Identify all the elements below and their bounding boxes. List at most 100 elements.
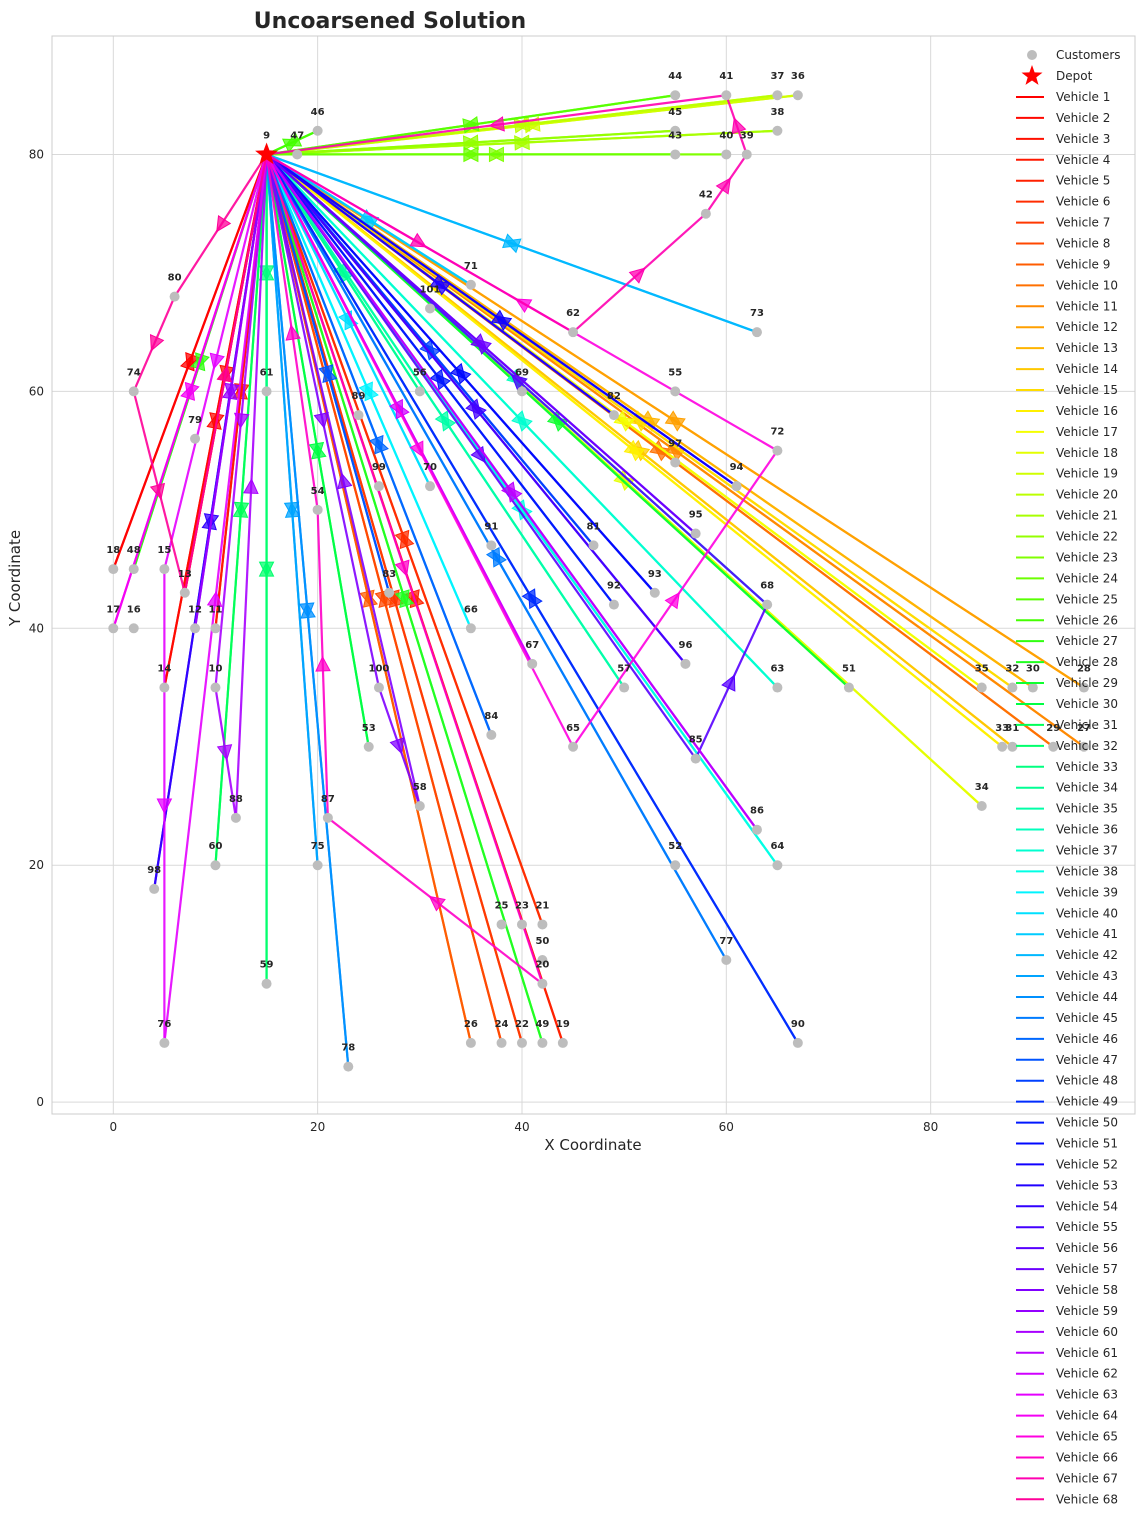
route-arrow (216, 744, 233, 761)
customer-point (792, 90, 803, 101)
route-arrow (322, 365, 338, 383)
route-arrow (475, 338, 492, 355)
customer-point (261, 386, 272, 397)
customer-point (465, 279, 476, 290)
customer-point (751, 824, 762, 835)
legend-customers-label: Customers (1056, 48, 1121, 62)
route-arrow (206, 590, 223, 608)
legend-depot-label: Depot (1056, 69, 1093, 83)
customer-label: 28 (1077, 664, 1091, 675)
customer-label: 52 (668, 841, 682, 852)
route-arrow (399, 590, 415, 609)
customer-point (312, 125, 323, 136)
legend-label: Vehicle 65 (1056, 1430, 1118, 1444)
customer-label: 40 (719, 130, 733, 141)
legend-label: Vehicle 37 (1056, 843, 1118, 857)
customer-point (363, 741, 374, 752)
legend-label: Vehicle 62 (1056, 1367, 1118, 1381)
customer-point (772, 682, 783, 693)
route-arrow (462, 146, 479, 163)
legend-label: Vehicle 33 (1056, 760, 1118, 774)
legend-label: Vehicle 24 (1056, 571, 1118, 585)
customer-point (496, 919, 507, 930)
legend-label: Vehicle 31 (1056, 718, 1118, 732)
route-arrow (221, 383, 238, 400)
customer-label: 16 (127, 604, 141, 615)
customer-point (619, 682, 630, 693)
axes-frame (51, 35, 1136, 1115)
route-arrow (258, 560, 275, 577)
customer-label: 39 (740, 130, 754, 141)
route-arrow (492, 550, 507, 568)
vehicle-routes (112, 94, 1085, 1067)
y-tick-label: 60 (29, 384, 44, 398)
route-arrow (232, 501, 249, 518)
customer-label: 17 (106, 604, 120, 615)
customer-label: 22 (515, 1019, 529, 1030)
legend-label: Vehicle 43 (1056, 969, 1118, 983)
route-arrow (300, 602, 316, 619)
customer-point (568, 327, 579, 338)
customer-label: 100 (369, 664, 390, 675)
legend-label: Vehicle 18 (1056, 446, 1118, 460)
legend-label: Vehicle 42 (1056, 948, 1118, 962)
route-arrow (156, 798, 173, 815)
legend-label: Vehicle 13 (1056, 341, 1118, 355)
customer-point (670, 90, 681, 101)
x-axis-label: X Coordinate (544, 1136, 641, 1154)
customer-label: 67 (525, 640, 539, 651)
customer-point (1078, 682, 1089, 693)
legend-depot-marker (1021, 65, 1043, 85)
vehicle-route (266, 153, 758, 334)
customer-label: 53 (362, 723, 376, 734)
customer-label: 48 (127, 545, 141, 556)
vehicle-route (258, 154, 275, 392)
customer-point (537, 1037, 548, 1048)
customer-point (976, 682, 987, 693)
legend-label: Vehicle 67 (1056, 1471, 1118, 1485)
customer-label: 29 (1046, 723, 1060, 734)
route-arrow (285, 324, 301, 341)
customer-point (179, 587, 190, 598)
route-arrow (617, 416, 635, 432)
x-tick-label: 60 (719, 1120, 734, 1134)
route-arrow (528, 591, 543, 610)
route-arrow (209, 352, 225, 370)
chart-title: Uncoarsened Solution (254, 9, 526, 34)
customer-point (772, 860, 783, 871)
customer-point (159, 682, 170, 693)
customer-points (108, 90, 1089, 1072)
customer-point (373, 682, 384, 693)
depot-label: 9 (263, 130, 270, 141)
customer-point (312, 504, 323, 515)
vehicle-route (112, 154, 268, 629)
legend-label: Vehicle 12 (1056, 320, 1118, 334)
customer-label: 81 (587, 521, 601, 532)
vehicle-route (265, 153, 615, 416)
vehicle-route (266, 94, 748, 334)
route-arrow (361, 215, 380, 231)
x-tick-label: 0 (109, 1120, 117, 1134)
customer-point (425, 303, 436, 314)
customer-label: 21 (535, 900, 549, 911)
customer-label: 32 (1005, 664, 1019, 675)
vehicle-route (265, 153, 1085, 748)
legend-label: Vehicle 5 (1056, 174, 1110, 188)
customer-point (159, 564, 170, 575)
legend-label: Vehicle 14 (1056, 362, 1118, 376)
customer-point (425, 481, 436, 492)
customer-label: 73 (750, 308, 764, 319)
vehicle-route (265, 153, 779, 689)
x-tick-label: 80 (923, 1120, 938, 1134)
legend-label: Vehicle 3 (1056, 132, 1110, 146)
vehicle-route (265, 154, 370, 747)
grid (52, 36, 1135, 1114)
customer-point (721, 90, 732, 101)
route-arrow (378, 590, 394, 608)
customer-label: 55 (668, 367, 682, 378)
customer-label: 89 (352, 391, 366, 402)
customer-point (762, 599, 773, 610)
route-arrow (664, 592, 680, 610)
customer-point (670, 149, 681, 160)
customer-point (516, 386, 527, 397)
